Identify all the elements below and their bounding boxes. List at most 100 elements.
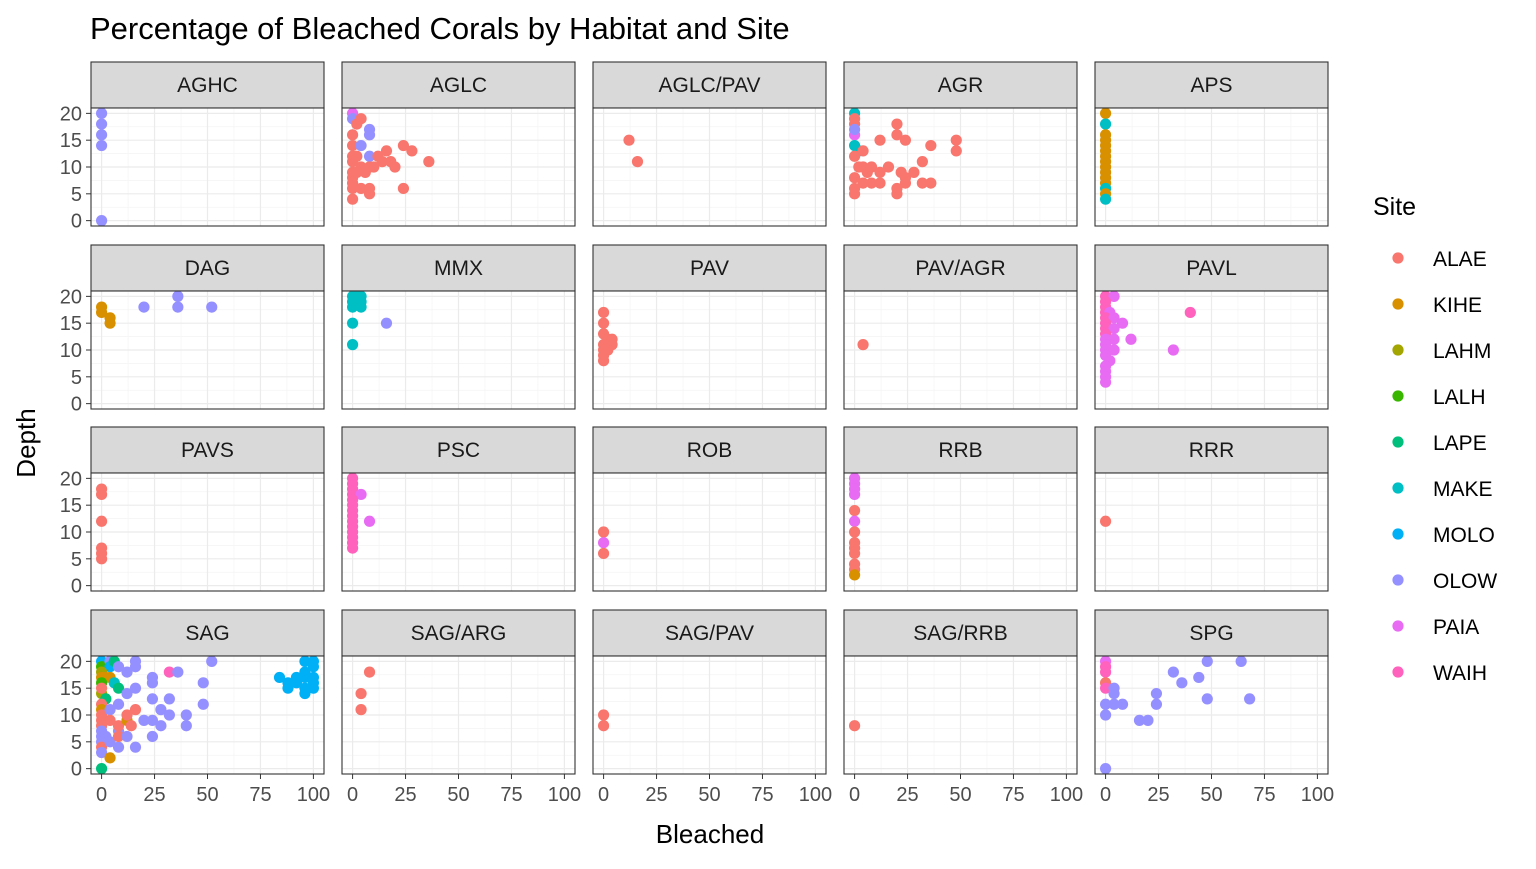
data-point-olow <box>1201 655 1213 667</box>
legend-item: OLOW <box>1392 570 1497 593</box>
data-point-alae <box>597 317 610 329</box>
data-point-olow <box>129 682 142 694</box>
legend-label: LAHM <box>1433 340 1491 363</box>
data-point-waih <box>1099 682 1112 694</box>
facet-strip <box>592 609 827 657</box>
data-point-olow <box>146 693 159 705</box>
data-point-alae <box>623 134 635 146</box>
facet-strip-label: AGLC/PAV <box>659 74 761 97</box>
facet-panel: SAG/PAV 0 25 50 75 100 <box>592 609 832 806</box>
facet-strip-label: RRR <box>1189 439 1235 462</box>
data-point-alae <box>874 177 886 189</box>
legend-item: WAIH <box>1392 662 1487 685</box>
data-point-alae <box>1099 515 1112 527</box>
data-point-olow <box>112 661 125 673</box>
data-point-alae <box>908 166 920 178</box>
data-point-olow <box>1099 709 1112 721</box>
data-point-alae <box>861 166 873 178</box>
data-point-kihe <box>1099 107 1112 119</box>
data-point-alae <box>925 139 937 152</box>
data-point-olow <box>146 671 159 684</box>
data-point-olow <box>95 129 108 141</box>
data-point-molo <box>299 671 311 684</box>
data-point-paia <box>1125 333 1137 345</box>
data-point-olow <box>146 730 159 743</box>
legend-label: ALAE <box>1433 248 1487 271</box>
facet-strip <box>1094 426 1329 474</box>
data-point-olow <box>129 741 142 753</box>
data-point-alae <box>346 156 359 168</box>
y-tick-label: 10 <box>60 157 82 179</box>
facet-panel: SAG/RRB 0 25 50 75 100 <box>843 609 1083 806</box>
data-point-waih <box>163 666 175 678</box>
panel-border <box>341 290 576 410</box>
legend-swatch <box>1392 344 1404 356</box>
data-point-alae <box>355 704 367 716</box>
facet-strip-label: PAVL <box>1186 257 1237 280</box>
x-tick-label: 100 <box>1050 784 1083 806</box>
x-tick-label: 75 <box>1253 784 1275 806</box>
data-point-alae <box>355 182 367 195</box>
x-tick-label: 50 <box>1200 784 1222 806</box>
data-point-alae <box>865 177 878 189</box>
data-point-olow <box>1150 687 1163 700</box>
data-point-olow <box>95 215 108 227</box>
data-point-olow <box>1150 698 1163 710</box>
legend-swatch <box>1392 528 1404 540</box>
data-point-olow <box>1176 677 1188 689</box>
data-point-alae <box>848 150 861 162</box>
data-point-alae <box>95 515 108 527</box>
legend-swatch <box>1392 482 1404 494</box>
facet-panel: RRR <box>1094 426 1329 592</box>
x-tick-label: 100 <box>548 784 581 806</box>
data-point-molo <box>299 687 311 700</box>
data-point-alae <box>925 177 937 189</box>
data-point-molo <box>299 655 311 667</box>
data-point-make <box>355 301 367 313</box>
x-tick-label: 0 <box>849 784 860 806</box>
facet-panel: RRB <box>843 426 1078 592</box>
data-point-olow <box>112 698 125 710</box>
data-point-molo <box>307 661 320 673</box>
y-tick-label: 0 <box>71 211 82 233</box>
data-point-alae <box>597 709 610 721</box>
y-tick-label: 20 <box>60 468 82 490</box>
x-tick-label: 50 <box>447 784 469 806</box>
data-point-alae <box>848 188 861 200</box>
data-point-alae <box>397 139 410 152</box>
facet-panel: DAG 0 5 10 15 20 <box>60 244 325 416</box>
legend-label: MOLO <box>1433 524 1495 547</box>
data-point-olow <box>155 720 167 732</box>
legend-item: PAIA <box>1392 616 1479 639</box>
y-tick-label: 10 <box>60 340 82 362</box>
data-point-paia <box>1108 333 1120 345</box>
data-point-make <box>346 339 359 351</box>
legend-swatch <box>1392 574 1404 586</box>
facet-strip <box>843 61 1078 109</box>
data-point-olow <box>1116 698 1129 710</box>
y-tick-label: 20 <box>60 286 82 308</box>
facet-strip-label: AGHC <box>177 74 238 97</box>
panel-border <box>341 472 576 592</box>
data-point-molo <box>290 677 303 689</box>
x-tick-label: 25 <box>143 784 165 806</box>
data-point-waih <box>346 542 359 554</box>
data-point-olow <box>121 666 133 678</box>
data-point-olow <box>363 129 376 141</box>
facet-panel: PAVL <box>1094 244 1329 410</box>
legend-swatch <box>1392 252 1404 264</box>
y-tick-label: 15 <box>60 678 82 700</box>
y-axis-title: Depth <box>11 408 41 477</box>
data-point-olow <box>1108 698 1120 710</box>
facet-panel: ROB <box>592 426 827 592</box>
data-point-alae <box>848 526 861 538</box>
data-point-alae <box>848 547 861 560</box>
facet-strip <box>341 244 576 292</box>
data-point-lape <box>112 682 125 694</box>
data-point-olow <box>1167 666 1179 678</box>
legend-swatch <box>1392 390 1404 402</box>
data-point-olow <box>121 730 133 743</box>
facet-strip-label: AGR <box>938 74 984 97</box>
facet-strip-label: ROB <box>687 439 733 462</box>
data-point-olow <box>163 709 175 721</box>
